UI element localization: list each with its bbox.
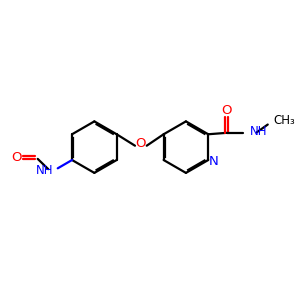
Text: CH₃: CH₃	[273, 114, 295, 127]
Text: NH: NH	[36, 164, 53, 176]
Text: O: O	[11, 151, 22, 164]
Text: O: O	[222, 104, 232, 117]
Text: NH: NH	[250, 125, 267, 138]
Text: O: O	[136, 137, 146, 150]
Text: N: N	[208, 155, 218, 168]
